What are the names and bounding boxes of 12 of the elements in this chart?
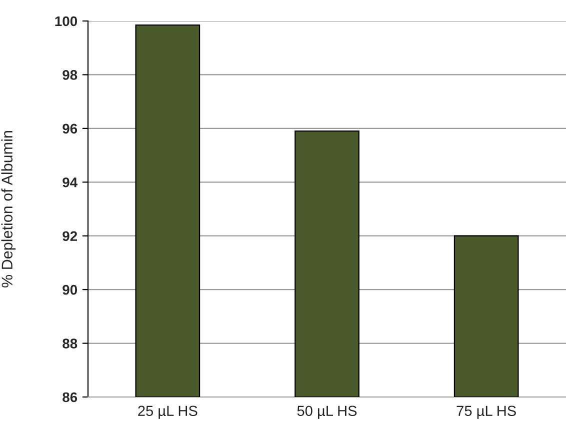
y-tick-label: 94 bbox=[62, 177, 78, 188]
y-tick-label: 98 bbox=[62, 70, 78, 80]
x-tick-label: 25 µL HS bbox=[138, 406, 198, 419]
y-tick-label: 90 bbox=[62, 284, 78, 295]
y-tick-label: 100 bbox=[55, 16, 78, 26]
y-axis-title: % Depletion of Albumin bbox=[1, 131, 16, 288]
y-tick-label: 88 bbox=[62, 338, 78, 348]
y-tick-label: 92 bbox=[62, 231, 78, 242]
y-tick-label: 86 bbox=[62, 392, 78, 402]
x-tick-label: 75 µL HS bbox=[456, 406, 516, 419]
y-tick-label: 96 bbox=[62, 124, 78, 134]
x-tick-label: 50 µL HS bbox=[297, 406, 357, 419]
